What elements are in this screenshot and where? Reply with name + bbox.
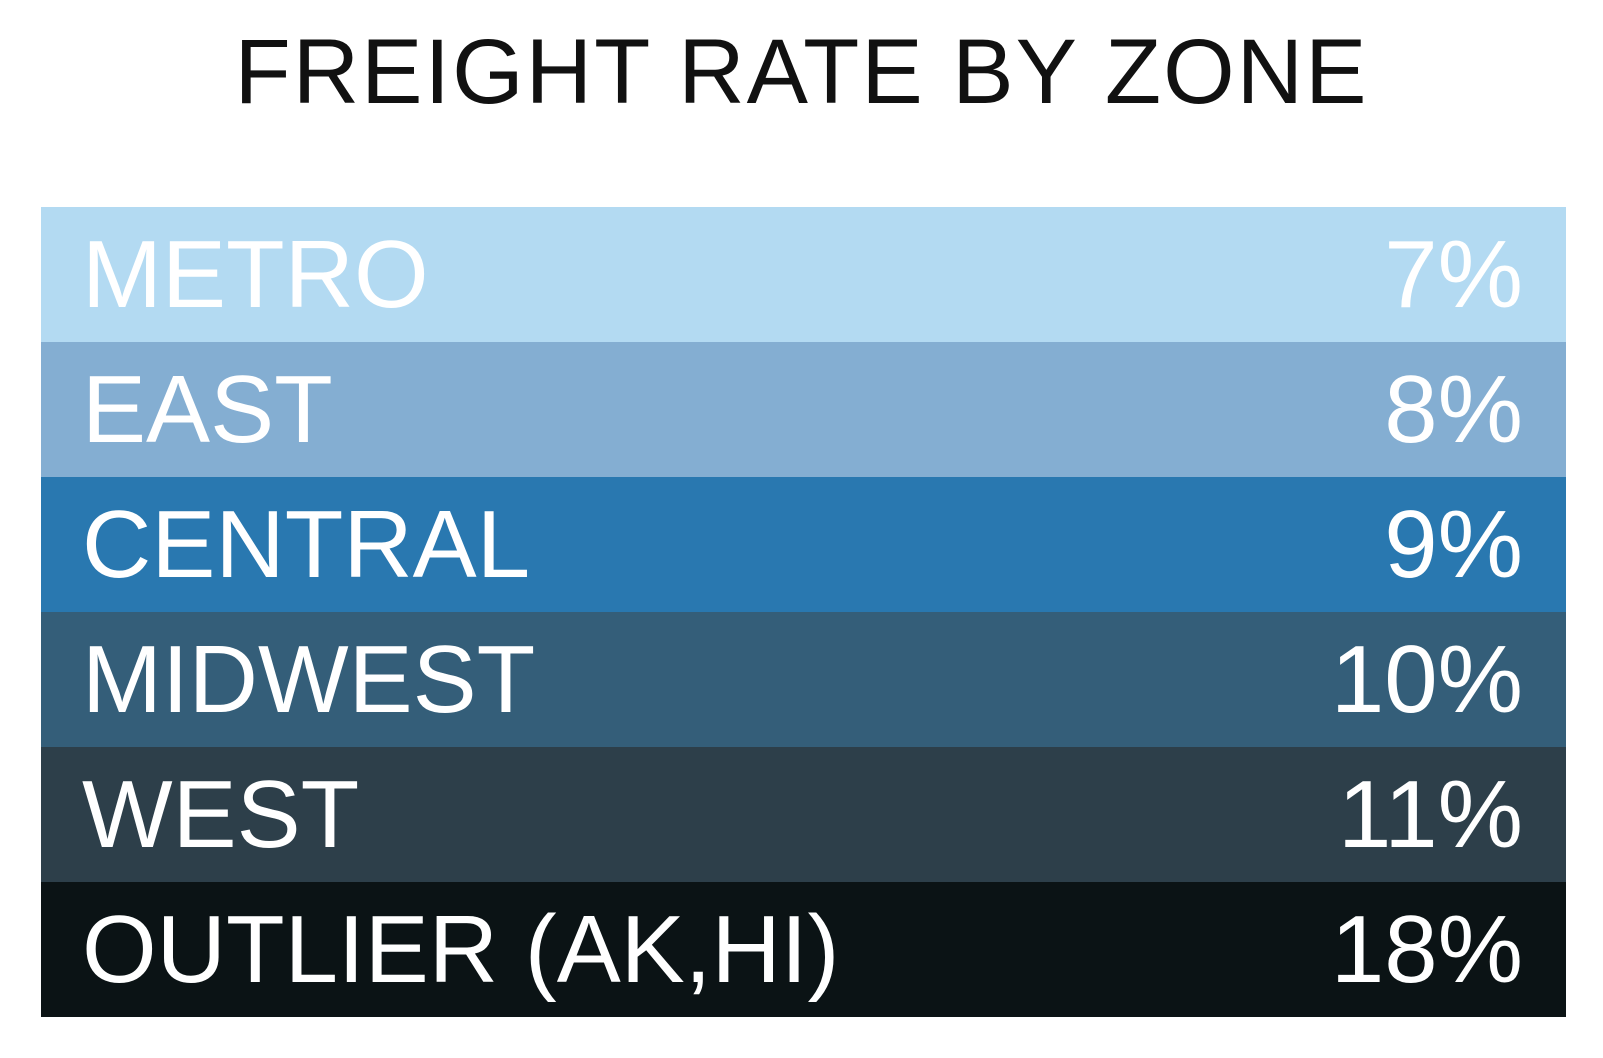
zone-name: OUTLIER (AK,HI) — [82, 896, 840, 1003]
table-row: EAST 8% — [41, 342, 1566, 477]
zone-rate: 18% — [1330, 896, 1523, 1003]
table-row: CENTRAL 9% — [41, 477, 1566, 612]
table-row: METRO 7% — [41, 207, 1566, 342]
table-row: WEST 11% — [41, 747, 1566, 882]
zone-name: WEST — [82, 761, 360, 868]
zone-name: EAST — [82, 356, 333, 463]
zone-name: MIDWEST — [82, 626, 536, 733]
zone-name: METRO — [82, 221, 429, 328]
rate-table: METRO 7% EAST 8% CENTRAL 9% MIDWEST 10% WEST 11% O… — [41, 207, 1566, 1017]
zone-rate: 10% — [1330, 626, 1523, 733]
table-row: OUTLIER (AK,HI) 18% — [41, 882, 1566, 1017]
zone-name: CENTRAL — [82, 491, 531, 598]
title: FREIGHT RATE BY ZONE — [234, 21, 1369, 123]
zone-rate: 9% — [1384, 491, 1523, 598]
zone-rate: 8% — [1384, 356, 1523, 463]
table-row: MIDWEST 10% — [41, 612, 1566, 747]
zone-rate: 7% — [1384, 221, 1523, 328]
zone-rate: 11% — [1337, 761, 1523, 868]
